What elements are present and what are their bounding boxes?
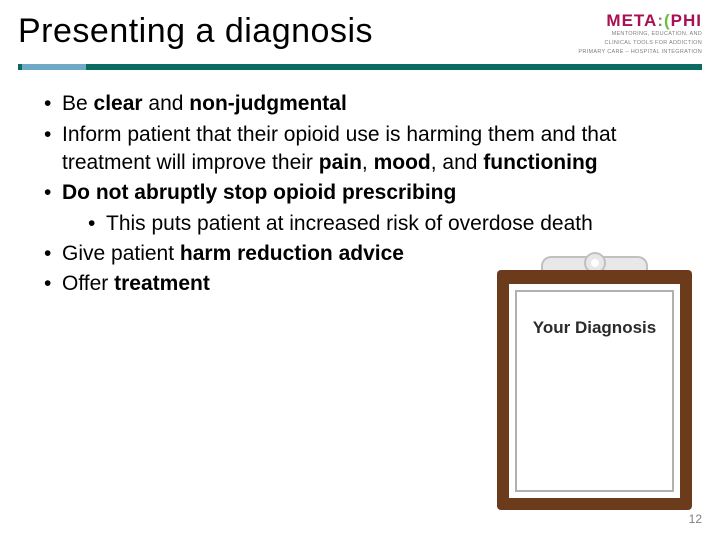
bullet-2-mid2: , and (431, 151, 484, 174)
bullet-5-bold1: treatment (114, 272, 210, 295)
logo-tagline-3: PRIMARY CARE – HOSPITAL INTEGRATION (578, 49, 702, 56)
page-number: 12 (689, 512, 702, 526)
logo-tagline-2: CLINICAL TOOLS FOR ADDICTION (578, 40, 702, 47)
bullet-4-pre: Give patient (62, 242, 180, 265)
bullet-4-bold1: harm reduction advice (180, 242, 404, 265)
logo-phi: PHI (671, 11, 702, 30)
logo-tagline-1: MENTORING, EDUCATION, AND (578, 31, 702, 38)
logo-wordmark: META:(PHI (578, 12, 702, 29)
logo: META:(PHI MENTORING, EDUCATION, AND CLIN… (578, 12, 702, 56)
clipboard-inner (509, 284, 680, 498)
logo-colon: : (657, 11, 664, 30)
bullet-2: Inform patient that their opioid use is … (44, 121, 702, 178)
logo-phi-arc: ( (664, 11, 671, 30)
bullet-2-bold2: mood (374, 151, 431, 174)
title-rule-accent (22, 64, 86, 70)
bullet-1-bold2: non-judgmental (189, 92, 346, 115)
bullet-2-bold1: pain (319, 151, 362, 174)
bullet-5-pre: Offer (62, 272, 114, 295)
clipboard-body (497, 270, 692, 510)
bullet-3-bold1: Do not abruptly stop opioid prescribing (62, 181, 456, 204)
bullet-1-pre: Be (62, 92, 94, 115)
bullet-3-sub-1-text: This puts patient at increased risk of o… (106, 212, 593, 235)
header: Presenting a diagnosis META:(PHI MENTORI… (18, 12, 702, 56)
logo-meta: META (606, 11, 657, 30)
slide-title: Presenting a diagnosis (18, 12, 373, 51)
bullet-2-bold3: functioning (483, 151, 597, 174)
clipboard-label: Your Diagnosis (497, 318, 692, 338)
bullet-1: Be clear and non-judgmental (44, 90, 702, 118)
bullet-3: Do not abruptly stop opioid prescribing … (44, 179, 702, 238)
clipboard-icon: Your Diagnosis (497, 250, 692, 510)
bullet-1-mid: and (143, 92, 190, 115)
bullet-2-mid: , (362, 151, 374, 174)
bullet-1-bold1: clear (94, 92, 143, 115)
slide: Presenting a diagnosis META:(PHI MENTORI… (0, 0, 720, 540)
bullet-3-sub-1: This puts patient at increased risk of o… (88, 210, 702, 238)
bullet-3-sublist: This puts patient at increased risk of o… (62, 210, 702, 238)
title-rule (18, 64, 702, 70)
